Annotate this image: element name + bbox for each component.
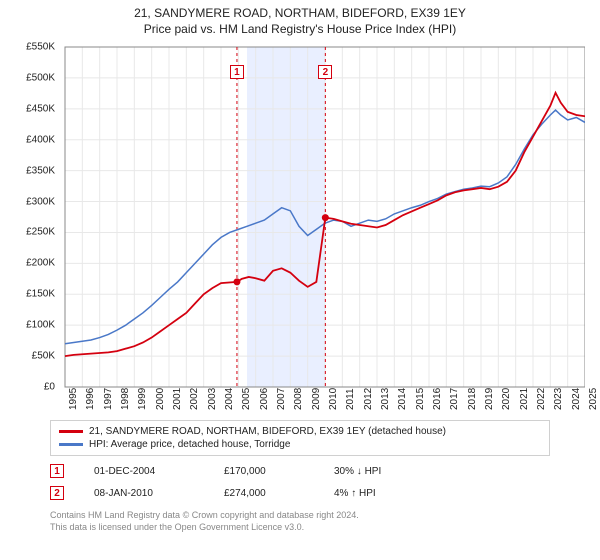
sale-row: 1 01-DEC-2004 £170,000 30% ↓ HPI — [50, 464, 600, 478]
legend: 21, SANDYMERE ROAD, NORTHAM, BIDEFORD, E… — [50, 420, 550, 456]
x-axis-label: 2000 — [155, 388, 166, 410]
x-axis-label: 2004 — [224, 388, 235, 410]
page-subtitle: Price paid vs. HM Land Registry's House … — [0, 20, 600, 42]
x-axis-label: 2003 — [207, 388, 218, 410]
footer-line1: Contains HM Land Registry data © Crown c… — [50, 510, 600, 522]
x-axis-label: 2002 — [189, 388, 200, 410]
x-axis-label: 2023 — [553, 388, 564, 410]
y-axis-label: £400K — [10, 134, 55, 145]
y-axis-label: £100K — [10, 320, 55, 331]
y-axis-label: £550K — [10, 42, 55, 53]
legend-label: HPI: Average price, detached house, Torr… — [89, 439, 290, 450]
sale-price: £274,000 — [224, 488, 304, 499]
chart-container: £0£50K£100K£150K£200K£250K£300K£350K£400… — [15, 42, 585, 412]
x-axis-label: 2001 — [172, 388, 183, 410]
x-axis-label: 2012 — [363, 388, 374, 410]
y-axis-label: £350K — [10, 165, 55, 176]
chart-svg — [15, 42, 585, 412]
x-axis-label: 2020 — [501, 388, 512, 410]
y-axis-label: £250K — [10, 227, 55, 238]
footer-line2: This data is licensed under the Open Gov… — [50, 522, 600, 534]
x-axis-label: 2006 — [259, 388, 270, 410]
x-axis-label: 2016 — [432, 388, 443, 410]
sale-delta: 4% ↑ HPI — [334, 488, 376, 499]
chart-marker-label: 1 — [230, 65, 244, 79]
y-axis-label: £0 — [10, 382, 55, 393]
x-axis-label: 2008 — [293, 388, 304, 410]
y-axis-label: £450K — [10, 103, 55, 114]
legend-label: 21, SANDYMERE ROAD, NORTHAM, BIDEFORD, E… — [89, 426, 446, 437]
sale-date: 01-DEC-2004 — [94, 466, 194, 477]
x-axis-label: 2010 — [328, 388, 339, 410]
x-axis-label: 1995 — [68, 388, 79, 410]
x-axis-label: 2005 — [241, 388, 252, 410]
y-axis-label: £150K — [10, 289, 55, 300]
x-axis-label: 2014 — [397, 388, 408, 410]
x-axis-label: 2018 — [467, 388, 478, 410]
y-axis-label: £300K — [10, 196, 55, 207]
x-axis-label: 1997 — [103, 388, 114, 410]
x-axis-label: 2021 — [519, 388, 530, 410]
footer: Contains HM Land Registry data © Crown c… — [50, 510, 600, 533]
x-axis-label: 2015 — [415, 388, 426, 410]
legend-swatch — [59, 443, 83, 446]
legend-swatch — [59, 430, 83, 433]
sale-date: 08-JAN-2010 — [94, 488, 194, 499]
x-axis-label: 1999 — [137, 388, 148, 410]
x-axis-label: 2007 — [276, 388, 287, 410]
y-axis-label: £500K — [10, 72, 55, 83]
x-axis-label: 2017 — [449, 388, 460, 410]
chart-marker-label: 2 — [318, 65, 332, 79]
y-axis-label: £200K — [10, 258, 55, 269]
sale-marker: 1 — [50, 464, 64, 478]
x-axis-label: 2013 — [380, 388, 391, 410]
sale-marker: 2 — [50, 486, 64, 500]
x-axis-label: 2022 — [536, 388, 547, 410]
x-axis-label: 1998 — [120, 388, 131, 410]
sale-delta: 30% ↓ HPI — [334, 466, 381, 477]
sale-price: £170,000 — [224, 466, 304, 477]
x-axis-label: 2009 — [311, 388, 322, 410]
y-axis-label: £50K — [10, 351, 55, 362]
x-axis-label: 2019 — [484, 388, 495, 410]
x-axis-label: 2011 — [345, 388, 356, 410]
x-axis-label: 2024 — [571, 388, 582, 410]
x-axis-label: 2025 — [588, 388, 599, 410]
sale-row: 2 08-JAN-2010 £274,000 4% ↑ HPI — [50, 486, 600, 500]
legend-row: HPI: Average price, detached house, Torr… — [59, 438, 541, 451]
legend-row: 21, SANDYMERE ROAD, NORTHAM, BIDEFORD, E… — [59, 425, 541, 438]
page-title: 21, SANDYMERE ROAD, NORTHAM, BIDEFORD, E… — [0, 0, 600, 20]
x-axis-label: 1996 — [85, 388, 96, 410]
